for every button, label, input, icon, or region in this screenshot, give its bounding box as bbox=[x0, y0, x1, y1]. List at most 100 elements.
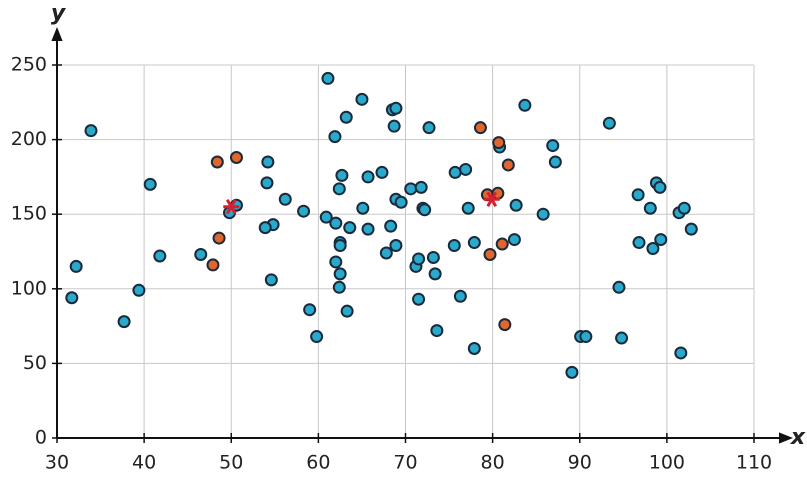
point bbox=[467, 341, 481, 355]
point bbox=[379, 246, 393, 260]
point bbox=[321, 71, 335, 85]
point bbox=[509, 198, 523, 212]
point bbox=[229, 151, 243, 165]
point bbox=[332, 280, 346, 294]
x-tick-label: 80 bbox=[481, 452, 505, 474]
point bbox=[328, 130, 342, 144]
point bbox=[335, 168, 349, 182]
point bbox=[332, 182, 346, 196]
point bbox=[384, 219, 398, 233]
point bbox=[394, 195, 408, 209]
y-tick-label: 250 bbox=[11, 54, 47, 76]
point bbox=[453, 289, 467, 303]
point bbox=[447, 239, 461, 253]
point bbox=[329, 216, 343, 230]
x-tick-label: 110 bbox=[736, 452, 772, 474]
point bbox=[643, 201, 657, 215]
point bbox=[646, 242, 660, 256]
point bbox=[483, 247, 497, 261]
point bbox=[361, 222, 375, 236]
point bbox=[65, 291, 79, 305]
point bbox=[448, 165, 462, 179]
x-tick-label: 100 bbox=[649, 452, 685, 474]
point bbox=[143, 177, 157, 191]
point bbox=[261, 155, 275, 169]
point bbox=[495, 237, 509, 251]
point bbox=[546, 139, 560, 153]
y-tick-label: 200 bbox=[11, 128, 47, 150]
point bbox=[548, 155, 562, 169]
point bbox=[414, 180, 428, 194]
point bbox=[430, 324, 444, 338]
point bbox=[339, 110, 353, 124]
point bbox=[654, 233, 668, 247]
point bbox=[212, 231, 226, 245]
point bbox=[264, 273, 278, 287]
point bbox=[412, 292, 426, 306]
point bbox=[389, 101, 403, 115]
point bbox=[536, 207, 550, 221]
point bbox=[612, 280, 626, 294]
point bbox=[260, 176, 274, 190]
asterisk-stroke bbox=[486, 191, 498, 207]
point bbox=[333, 267, 347, 281]
point bbox=[310, 330, 324, 344]
y-axis-label: y bbox=[51, 1, 67, 26]
point bbox=[459, 162, 473, 176]
point bbox=[343, 221, 357, 235]
point bbox=[467, 236, 481, 250]
point bbox=[258, 221, 272, 235]
x-tick-label: 60 bbox=[306, 452, 330, 474]
point bbox=[278, 192, 292, 206]
asterisk-stroke bbox=[225, 199, 237, 215]
point bbox=[355, 92, 369, 106]
point bbox=[565, 365, 579, 379]
point bbox=[684, 222, 698, 236]
y-tick-label: 100 bbox=[11, 277, 47, 299]
point bbox=[632, 236, 646, 250]
centroid-marker bbox=[483, 191, 500, 207]
point bbox=[389, 239, 403, 253]
centroid-marker bbox=[223, 199, 240, 215]
point bbox=[303, 303, 317, 317]
point bbox=[375, 165, 389, 179]
point bbox=[333, 239, 347, 253]
point bbox=[461, 201, 475, 215]
y-tick-label: 150 bbox=[11, 203, 47, 225]
point bbox=[579, 330, 593, 344]
x-axis-label: x bbox=[790, 425, 806, 450]
point bbox=[518, 98, 532, 112]
point bbox=[412, 252, 426, 266]
point bbox=[602, 116, 616, 130]
point bbox=[132, 283, 146, 297]
point bbox=[498, 318, 512, 332]
point bbox=[153, 249, 167, 263]
point bbox=[631, 188, 645, 202]
point bbox=[404, 182, 418, 196]
point bbox=[677, 201, 691, 215]
point bbox=[674, 346, 688, 360]
x-tick-label: 70 bbox=[393, 452, 417, 474]
point bbox=[361, 170, 375, 184]
point bbox=[418, 203, 432, 217]
point bbox=[210, 155, 224, 169]
y-tick-label: 50 bbox=[23, 352, 47, 374]
x-tick-label: 90 bbox=[568, 452, 592, 474]
y-tick-label: 0 bbox=[35, 427, 47, 449]
point bbox=[297, 204, 311, 218]
point bbox=[473, 121, 487, 135]
point bbox=[319, 210, 333, 224]
point bbox=[356, 201, 370, 215]
point bbox=[428, 267, 442, 281]
x-tick-label: 30 bbox=[45, 452, 69, 474]
point bbox=[84, 124, 98, 138]
point bbox=[329, 255, 343, 269]
point bbox=[653, 180, 667, 194]
x-tick-label: 40 bbox=[132, 452, 156, 474]
point bbox=[422, 121, 436, 135]
point bbox=[194, 247, 208, 261]
point bbox=[69, 259, 83, 273]
point bbox=[340, 304, 354, 318]
point bbox=[206, 258, 220, 272]
